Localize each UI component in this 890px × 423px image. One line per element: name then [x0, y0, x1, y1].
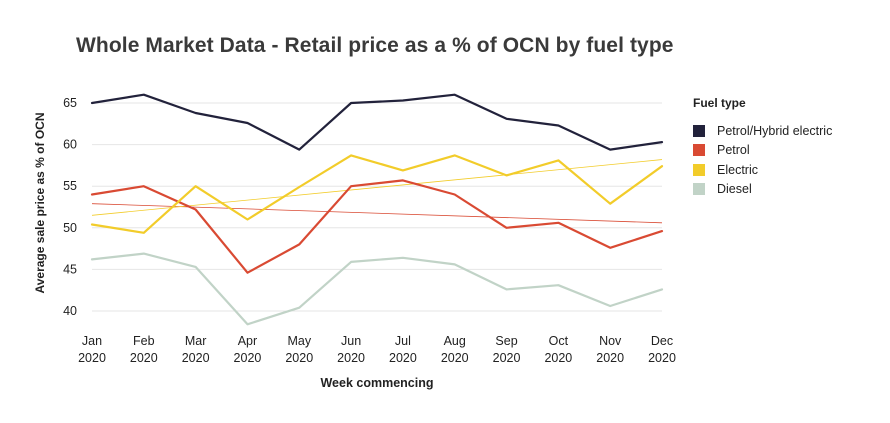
- legend-item: Petrol/Hybrid electric: [693, 121, 832, 141]
- legend-items: Petrol/Hybrid electric Petrol Electric Dies…: [693, 121, 832, 199]
- series-line: [90, 179, 664, 274]
- x-tick-month: Nov: [599, 334, 622, 348]
- x-tick-month: Dec: [651, 334, 673, 348]
- trendline: [91, 159, 663, 216]
- series-lines: [90, 93, 664, 326]
- y-axis-ticks: 40 45 50 55 60 65: [63, 96, 77, 318]
- legend-label: Petrol: [717, 143, 750, 158]
- x-axis-ticks: Jan 2020 Feb 2020 Mar 2020 Apr 2020 May 2020 Jun 20…: [78, 334, 676, 365]
- x-tick-month: Sep: [495, 334, 517, 348]
- legend-item: Diesel: [693, 180, 832, 200]
- trendlines: [91, 159, 663, 224]
- legend-label: Electric: [717, 162, 758, 177]
- x-tick-label: Aug 2020: [441, 334, 469, 365]
- x-tick-month: May: [287, 334, 311, 348]
- legend-item: Electric: [693, 160, 832, 180]
- series-line: [90, 93, 664, 151]
- x-tick-month: Jan: [82, 334, 102, 348]
- x-tick-label: Dec 2020: [648, 334, 676, 365]
- x-tick-label: Jun 2020: [337, 334, 365, 365]
- x-tick-month: Apr: [238, 334, 257, 348]
- legend-swatch: [693, 183, 705, 196]
- y-tick-label: 50: [63, 221, 77, 235]
- legend: Fuel type Petrol/Hybrid electric Petrol El…: [693, 96, 832, 199]
- legend-swatch: [693, 124, 705, 137]
- x-tick-label: Apr 2020: [234, 334, 262, 365]
- legend-swatch: [693, 144, 705, 157]
- legend-item: Petrol: [693, 141, 832, 161]
- x-tick-year: 2020: [493, 351, 521, 365]
- legend-label: Diesel: [717, 182, 752, 197]
- x-tick-label: Jul 2020: [389, 334, 417, 365]
- y-tick-label: 65: [63, 96, 77, 110]
- x-tick-label: May 2020: [285, 334, 313, 365]
- x-tick-year: 2020: [596, 351, 624, 365]
- legend-title: Fuel type: [693, 96, 746, 110]
- x-tick-label: Feb 2020: [130, 334, 158, 365]
- chart-title: Whole Market Data - Retail price as a % …: [76, 34, 674, 57]
- x-tick-label: Oct 2020: [544, 334, 572, 365]
- x-tick-year: 2020: [648, 351, 676, 365]
- x-tick-month: Oct: [549, 334, 569, 348]
- x-tick-year: 2020: [182, 351, 210, 365]
- legend-swatch: [693, 163, 705, 176]
- x-tick-month: Jun: [341, 334, 361, 348]
- x-tick-year: 2020: [130, 351, 158, 365]
- x-tick-month: Feb: [133, 334, 155, 348]
- series-line: [90, 154, 664, 234]
- x-tick-year: 2020: [544, 351, 572, 365]
- x-tick-label: Sep 2020: [493, 334, 521, 365]
- y-tick-label: 55: [63, 179, 77, 193]
- x-tick-year: 2020: [234, 351, 262, 365]
- x-tick-year: 2020: [389, 351, 417, 365]
- x-tick-month: Aug: [444, 334, 466, 348]
- x-tick-label: Nov 2020: [596, 334, 624, 365]
- y-tick-label: 45: [63, 262, 77, 276]
- x-tick-month: Mar: [185, 334, 207, 348]
- trendline: [91, 203, 663, 224]
- legend-label: Petrol/Hybrid electric: [717, 123, 833, 138]
- y-tick-label: 40: [63, 304, 77, 318]
- x-tick-label: Jan 2020: [78, 334, 106, 365]
- x-axis-label: Week commencing: [320, 376, 433, 390]
- x-tick-label: Mar 2020: [182, 334, 210, 365]
- series-line: [90, 252, 664, 326]
- x-tick-year: 2020: [441, 351, 469, 365]
- x-tick-year: 2020: [285, 351, 313, 365]
- x-tick-year: 2020: [337, 351, 365, 365]
- y-axis-label: Average sale price as % of OCN: [33, 113, 47, 294]
- x-tick-month: Jul: [395, 334, 411, 348]
- y-tick-label: 60: [63, 138, 77, 152]
- x-tick-year: 2020: [78, 351, 106, 365]
